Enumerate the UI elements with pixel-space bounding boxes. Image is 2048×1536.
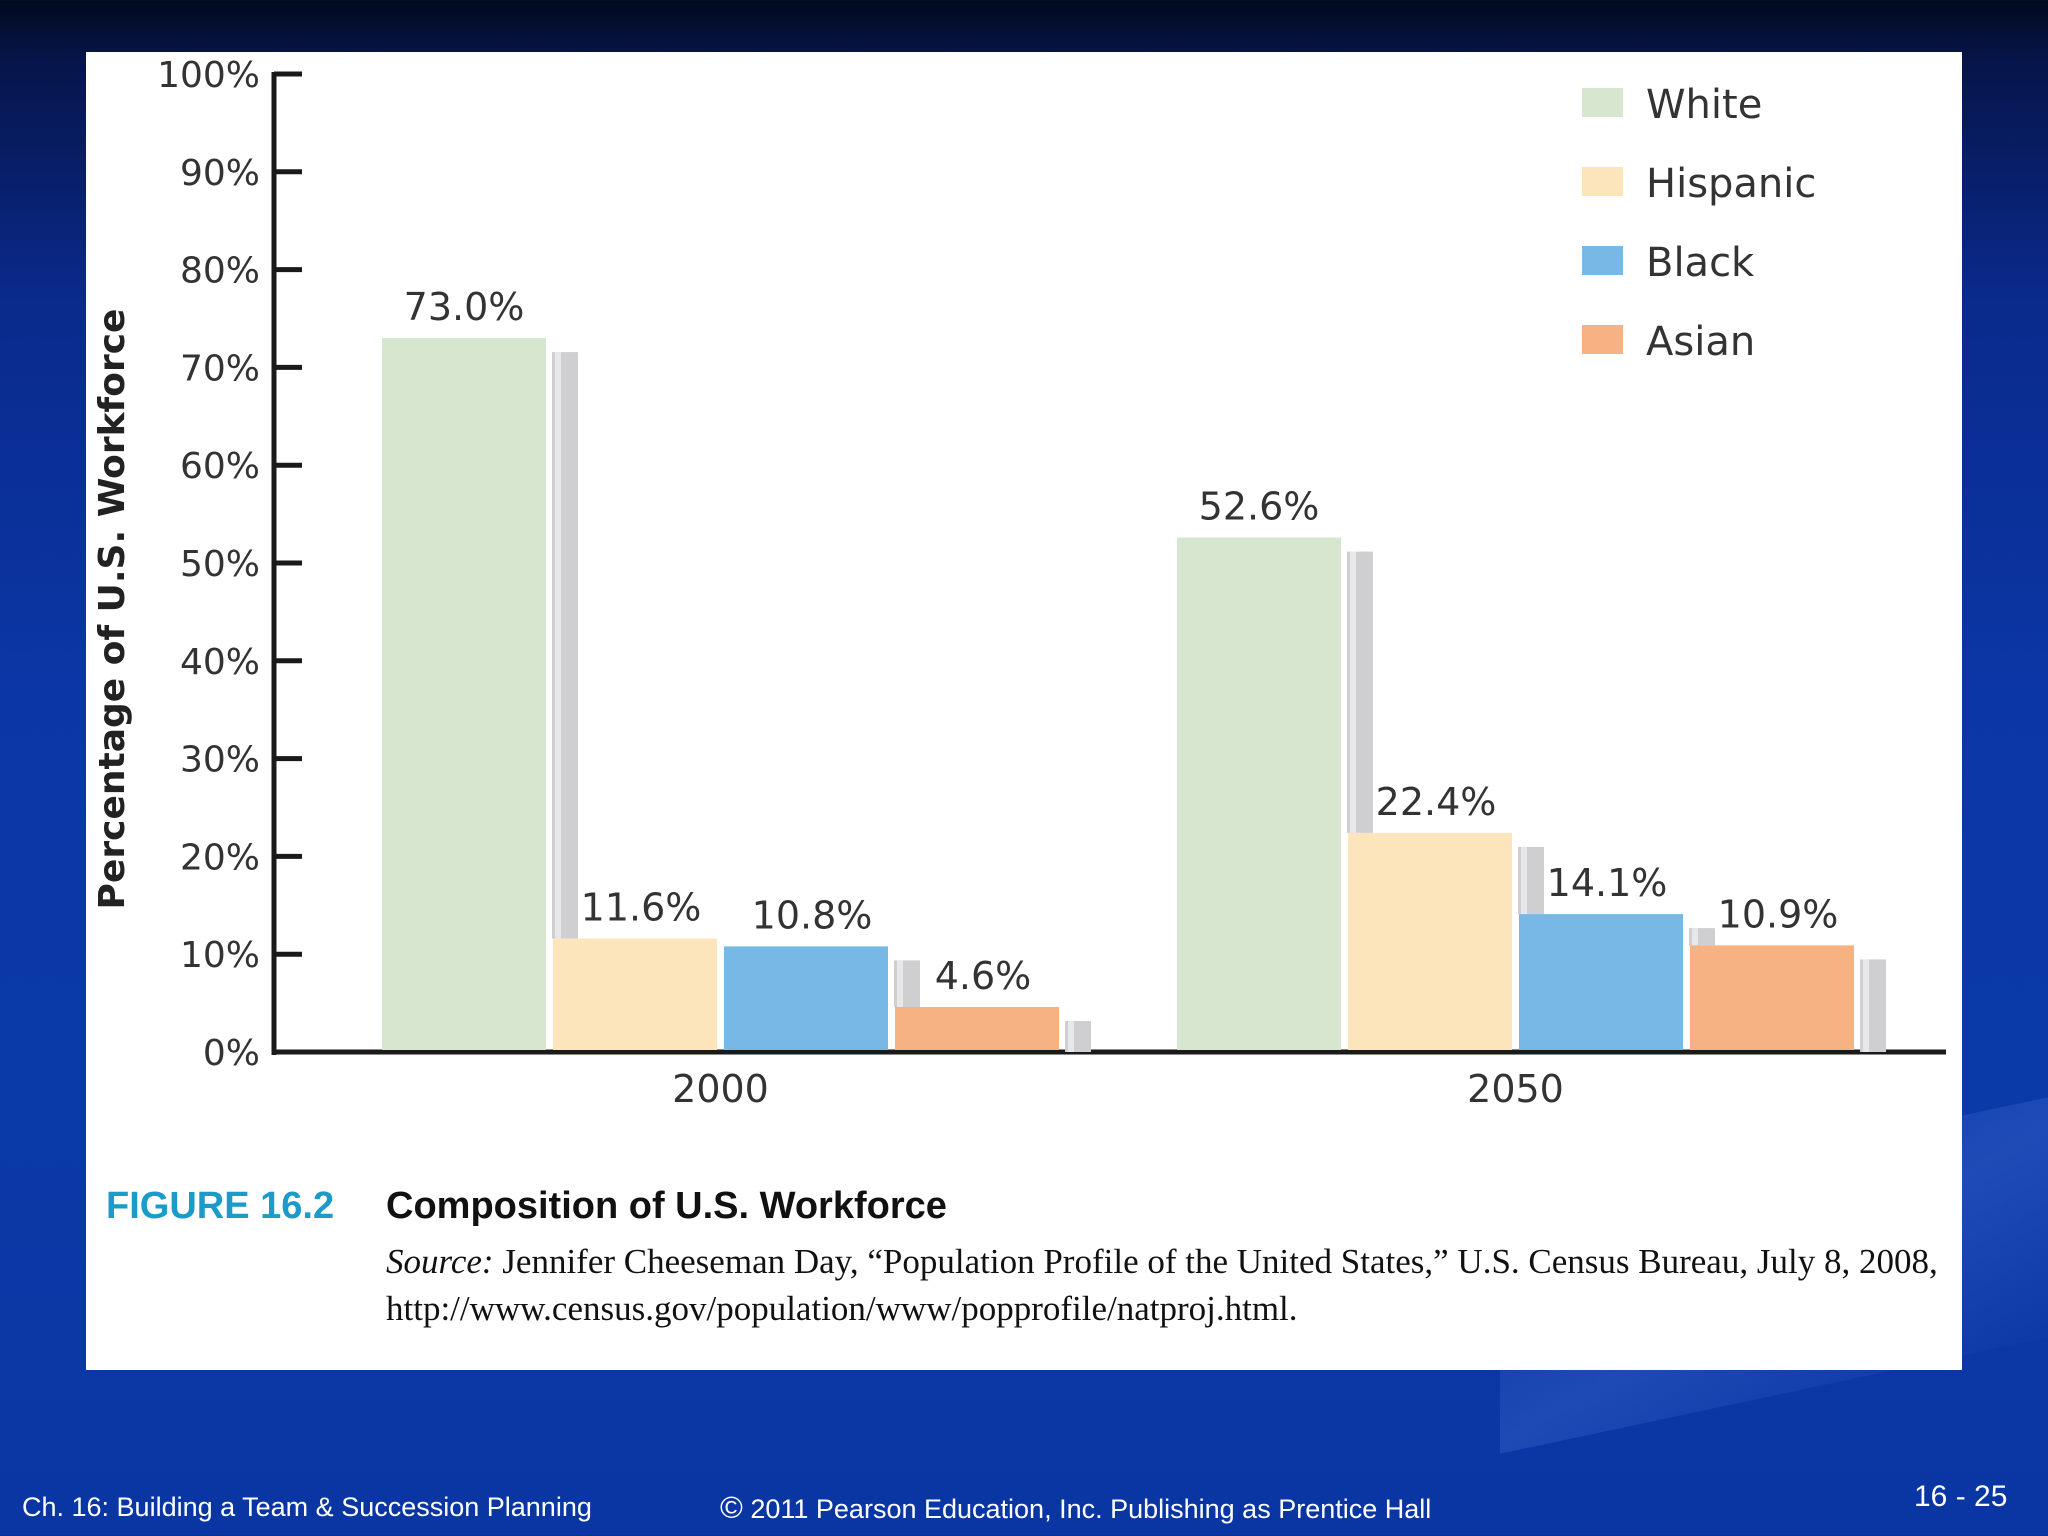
- data-label: 22.4%: [1376, 780, 1497, 824]
- bar-white-2000: [382, 338, 546, 1050]
- data-label: 10.9%: [1718, 892, 1839, 936]
- copyright-text: 2011 Pearson Education, Inc. Publishing …: [742, 1494, 1432, 1524]
- x-tick-label: 2000: [672, 1067, 769, 1111]
- bar-shadow-highlight: [897, 960, 903, 1008]
- legend-swatch-black: [1582, 246, 1623, 275]
- data-label: 10.8%: [752, 893, 873, 937]
- x-tick-label: 2050: [1467, 1067, 1564, 1111]
- bar-chart: Percentage of U.S. Workforce 0% 10% 20% 30% 4…: [92, 55, 1946, 1111]
- legend-swatch-asian: [1582, 325, 1623, 354]
- footer-page-number: 16 - 25: [1914, 1480, 2008, 1513]
- footer-copyright: © 2011 Pearson Education, Inc. Publishin…: [720, 1490, 1431, 1526]
- y-tick-label: 0%: [203, 1033, 260, 1074]
- y-tick-label: 70%: [180, 348, 260, 389]
- source-label: Source:: [386, 1242, 494, 1281]
- y-tick-label: 10%: [180, 935, 260, 976]
- data-label: 73.0%: [404, 285, 525, 329]
- legend-label-asian: Asian: [1646, 319, 1755, 365]
- legend-swatch-white: [1582, 88, 1623, 117]
- y-tick-label: 50%: [180, 544, 260, 585]
- y-tick-label: 40%: [180, 642, 260, 683]
- legend-label-hispanic: Hispanic: [1646, 161, 1816, 207]
- bar-shadow-highlight: [555, 352, 561, 939]
- data-label: 11.6%: [581, 886, 702, 930]
- y-tick-label: 100%: [157, 55, 260, 96]
- bar-hispanic-2050: [1348, 832, 1512, 1050]
- y-tick-label: 60%: [180, 446, 260, 487]
- copyright-symbol: ©: [720, 1490, 743, 1525]
- y-axis-label: Percentage of U.S. Workforce: [92, 309, 133, 910]
- bar-shadow-highlight: [1692, 928, 1698, 946]
- bar-shadow-highlight: [1350, 551, 1356, 833]
- bar-black-2000: [724, 946, 888, 1050]
- source-text: Jennifer Cheeseman Day, “Population Prof…: [386, 1242, 1938, 1328]
- bar-asian-2000: [895, 1007, 1059, 1050]
- legend-swatch-hispanic: [1582, 167, 1623, 196]
- bar-hispanic-2000: [553, 938, 717, 1050]
- bar-asian-2050: [1690, 945, 1854, 1050]
- figure-panel: Percentage of U.S. Workforce 0% 10% 20% 30% 4…: [86, 52, 1962, 1370]
- figure-number: FIGURE 16.2: [106, 1185, 335, 1227]
- data-label: 52.6%: [1199, 485, 1320, 529]
- footer-chapter: Ch. 16: Building a Team & Succession Pla…: [22, 1492, 592, 1522]
- bar-shadow-highlight: [1068, 1021, 1074, 1052]
- data-label: 14.1%: [1547, 861, 1668, 905]
- data-label: 4.6%: [935, 954, 1032, 998]
- legend-label-black: Black: [1646, 240, 1755, 286]
- y-tick-label: 30%: [180, 740, 260, 781]
- bar-shadow-highlight: [1863, 959, 1869, 1052]
- figure-source: Source: Jennifer Cheeseman Day, “Populat…: [386, 1238, 1946, 1332]
- y-tick-label: 20%: [180, 837, 260, 878]
- bar-shadow-highlight: [1521, 846, 1527, 915]
- y-tick-label: 80%: [180, 251, 260, 292]
- bar-white-2050: [1177, 537, 1341, 1050]
- y-tick-label: 90%: [180, 153, 260, 194]
- legend-label-white: White: [1646, 82, 1762, 128]
- figure-title: Composition of U.S. Workforce: [386, 1185, 947, 1227]
- bar-black-2050: [1519, 914, 1683, 1050]
